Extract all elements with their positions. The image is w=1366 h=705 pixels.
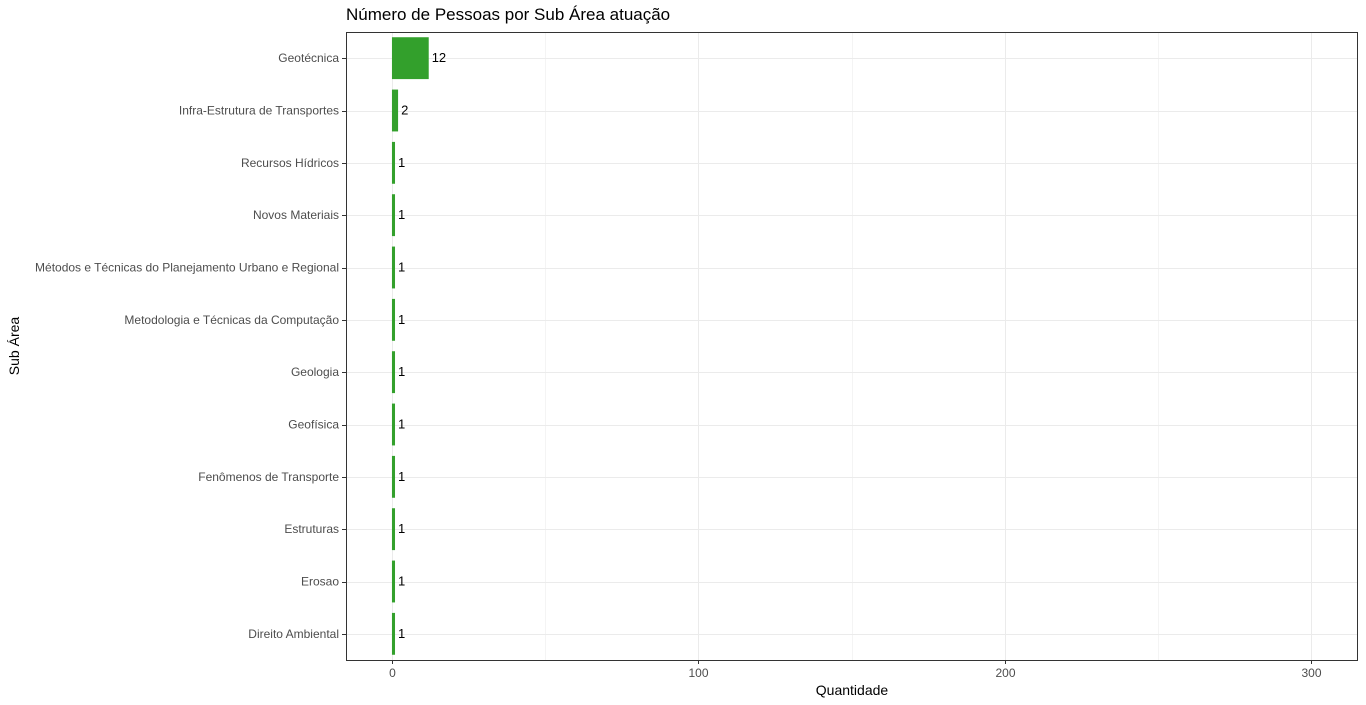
- bar: [391, 89, 399, 132]
- bar-value-label: 1: [398, 626, 405, 641]
- bar-value-label: 12: [432, 50, 446, 65]
- bar: [391, 508, 396, 551]
- bar-value-label: 1: [398, 364, 405, 379]
- y-tick-label: Fenômenos de Transporte: [198, 470, 339, 484]
- y-axis-title: Sub Área: [6, 317, 22, 376]
- bar: [391, 351, 396, 394]
- bar: [391, 194, 396, 237]
- bar: [391, 403, 396, 446]
- bar-value-label: 1: [398, 207, 405, 222]
- y-tick-label: Geologia: [291, 365, 339, 379]
- x-tick-label: 300: [1301, 666, 1321, 680]
- bar: [391, 455, 396, 498]
- grid-layer: [346, 32, 1357, 660]
- bar-value-label: 1: [398, 469, 405, 484]
- bar: [391, 246, 396, 289]
- x-axis-title: Quantidade: [816, 682, 889, 698]
- labels-layer: 12 2 1 1 1 1 1 1 1 1 1 1: [398, 50, 446, 641]
- y-tick-label: Direito Ambiental: [248, 627, 339, 641]
- chart-title: Número de Pessoas por Sub Área atuação: [346, 5, 671, 24]
- bar: [391, 298, 396, 341]
- bar-value-label: 2: [401, 103, 408, 118]
- bar: [391, 612, 396, 655]
- bar-value-label: 1: [398, 312, 405, 327]
- bar-value-label: 1: [398, 521, 405, 536]
- y-tick-label: Erosao: [301, 575, 339, 589]
- y-tick-label: Geofísica: [288, 418, 339, 432]
- bar: [391, 560, 396, 603]
- x-tick-label: 100: [688, 666, 708, 680]
- x-tick-label: 0: [389, 666, 396, 680]
- y-tick-label: Novos Materiais: [253, 208, 339, 222]
- y-tick-label: Infra-Estrutura de Transportes: [179, 104, 339, 118]
- bar-value-label: 1: [398, 417, 405, 432]
- x-tick-label: 200: [995, 666, 1015, 680]
- y-tick-label: Estruturas: [284, 522, 339, 536]
- bar: [391, 37, 429, 80]
- y-tick-label: Metodologia e Técnicas da Computação: [124, 313, 339, 327]
- bars-layer: [391, 37, 429, 655]
- bar: [391, 141, 396, 184]
- y-tick-label: Métodos e Técnicas do Planejamento Urban…: [35, 261, 339, 275]
- panel-border: [346, 32, 1358, 661]
- bar-value-label: 1: [398, 260, 405, 275]
- y-tick-label: Geotécnica: [278, 51, 339, 65]
- bar-value-label: 1: [398, 155, 405, 170]
- bar-value-label: 1: [398, 574, 405, 589]
- y-tick-label: Recursos Hídricos: [241, 156, 339, 170]
- ticks-layer: Geotécnica Infra-Estrutura de Transportes…: [35, 51, 1322, 680]
